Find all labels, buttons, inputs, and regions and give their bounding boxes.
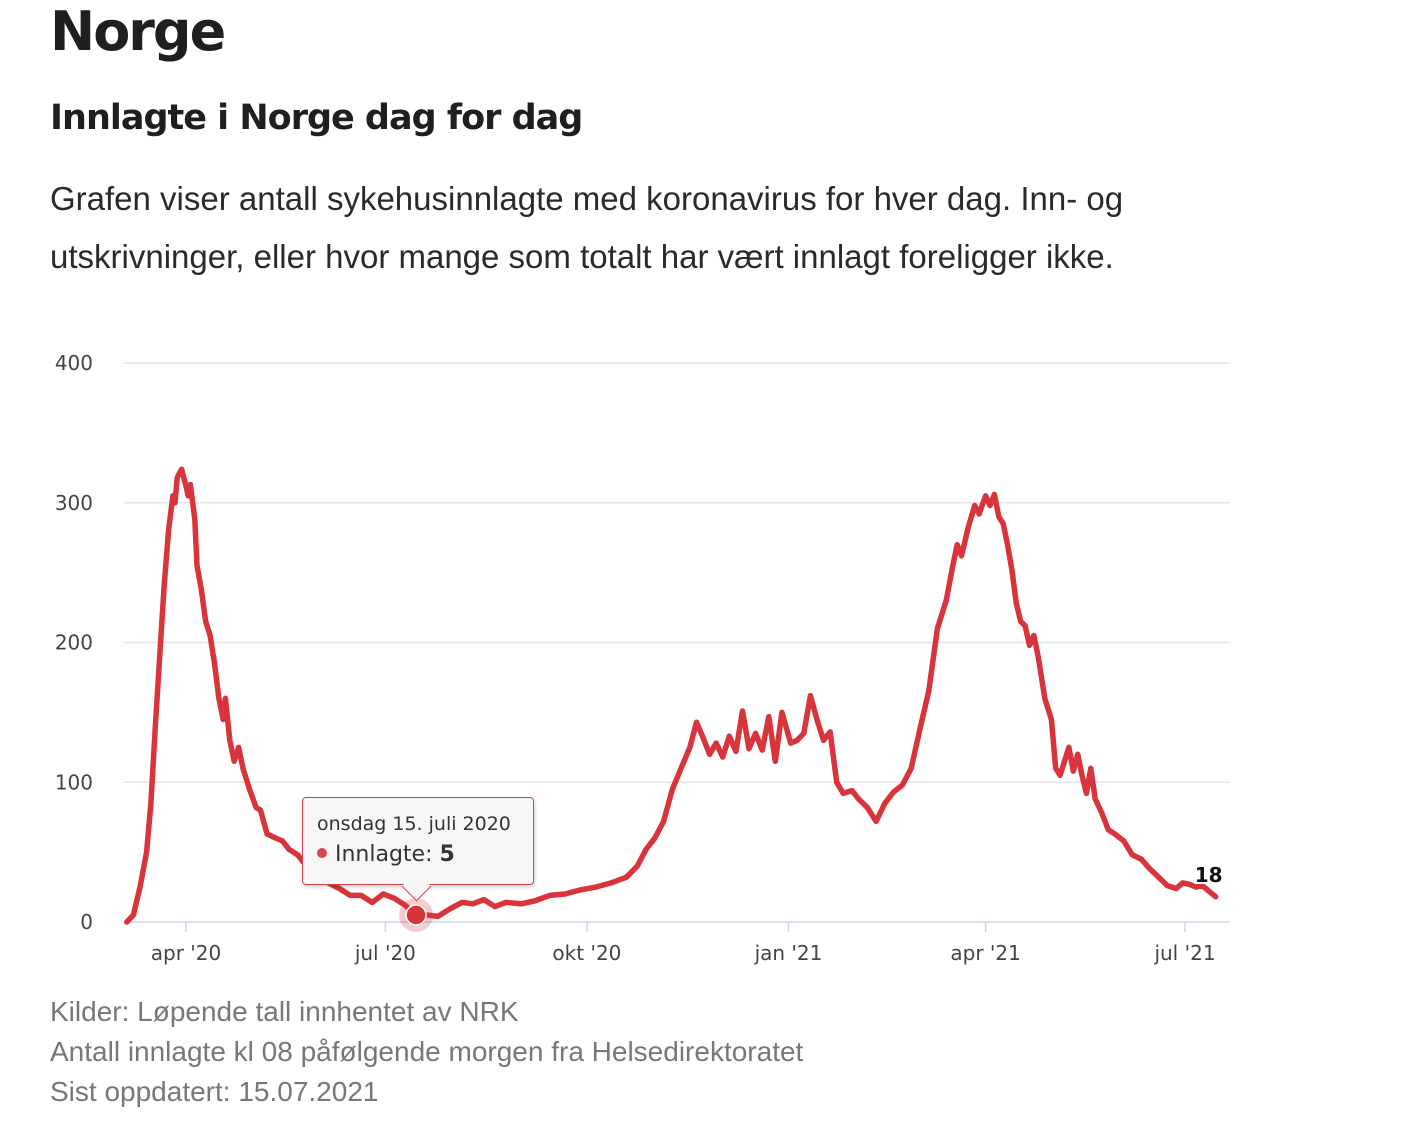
highlight-point[interactable] [405,904,427,926]
series-dot-icon [317,848,327,858]
sources: Kilder: Løpende tall innhentet av NRK An… [50,992,803,1112]
tooltip-date: onsdag 15. juli 2020 [317,813,511,835]
source-line-2: Antall innlagte kl 08 påfølgende morgen … [50,1036,804,1067]
x-tick-label-2: okt '20 [552,941,621,965]
source-line-1: Kilder: Løpende tall innhentet av NRK [50,996,519,1027]
y-tick-label-0: 0 [80,910,93,934]
chart-container[interactable]: 0 100 200 300 400 apr '20 jul '20 okt '20 jan '… [0,330,1402,990]
tooltip-series-row: Innlagte: 5 [317,841,533,869]
y-tick-label-300: 300 [55,491,93,515]
x-tick-label-1: jul '20 [354,941,416,965]
marker-layer: 18 [399,861,1225,933]
source-line-3: Sist oppdatert: 15.07.2021 [50,1076,379,1107]
tooltip-value: 5 [439,842,455,867]
last-value-label: 18 [1195,863,1223,887]
page-heading: Norge [50,0,226,63]
y-axis-labels: 0 100 200 300 400 [55,351,93,934]
chart-description: Grafen viser antall sykehusinnlagte med … [50,180,1124,275]
tooltip: onsdag 15. juli 2020 Innlagte: 5 [302,797,534,902]
grid-lines [124,362,1230,783]
y-tick-label-200: 200 [55,631,93,655]
x-axis: apr '20 jul '20 okt '20 jan '21 apr '21 jul '… [124,921,1230,965]
chart-title: Innlagte i Norge dag for dag [50,98,583,138]
line-chart[interactable]: 0 100 200 300 400 apr '20 jul '20 okt '20 jan '… [0,330,1402,990]
x-tick-label-4: apr '21 [950,941,1020,965]
x-tick-label-5: jul '21 [1153,941,1215,965]
series-line-innlagte[interactable] [124,466,1219,925]
y-tick-label-400: 400 [55,351,93,375]
x-tick-label-3: jan '21 [754,941,823,965]
series-layer [124,466,1219,925]
x-tick-label-0: apr '20 [151,941,221,965]
y-tick-label-100: 100 [55,770,93,794]
tooltip-series-label: Innlagte: [335,842,433,867]
